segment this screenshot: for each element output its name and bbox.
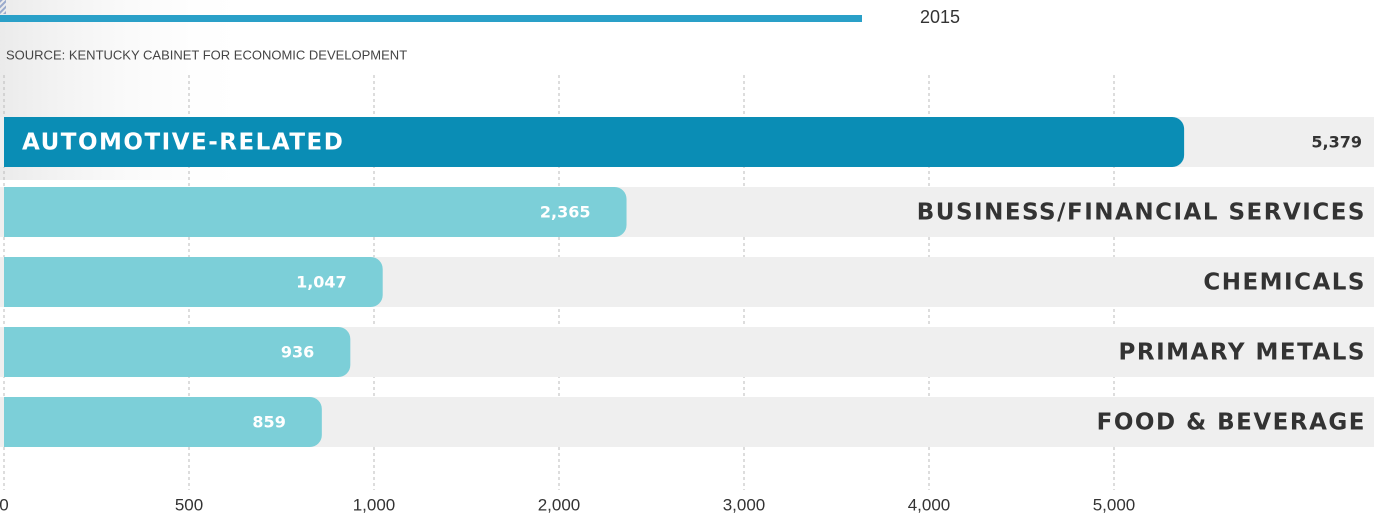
category-label: CHEMICALS: [1203, 270, 1366, 296]
value-label: 859: [252, 413, 285, 432]
bar: [4, 187, 627, 237]
legend-line: [0, 15, 862, 22]
category-label: AUTOMOTIVE-RELATED: [22, 130, 344, 156]
x-tick-label: 4,000: [908, 495, 951, 514]
value-label: 2,365: [540, 203, 591, 222]
x-tick-label: 0: [0, 495, 9, 514]
category-label: PRIMARY METALS: [1119, 340, 1366, 366]
category-label: FOOD & BEVERAGE: [1097, 410, 1366, 436]
x-tick-label: 5,000: [1093, 495, 1136, 514]
category-label: BUSINESS/FINANCIAL SERVICES: [917, 200, 1366, 226]
subtitle: 2015: [920, 7, 960, 27]
bar: [4, 257, 383, 307]
x-tick-label: 500: [175, 495, 203, 514]
source: SOURCE: KENTUCKY CABINET FOR ECONOMIC DE…: [6, 47, 407, 62]
hatch: [0, 0, 6, 14]
bar: [4, 117, 1185, 167]
x-tick-label: 1,000: [353, 495, 396, 514]
bar: [4, 397, 322, 447]
bar: [4, 327, 351, 377]
value-label: 936: [281, 343, 314, 362]
x-tick-label: 2,000: [538, 495, 581, 514]
value-label: 1,047: [296, 273, 347, 292]
value-label: 5,379: [1311, 133, 1362, 152]
x-tick-label: 3,000: [723, 495, 766, 514]
